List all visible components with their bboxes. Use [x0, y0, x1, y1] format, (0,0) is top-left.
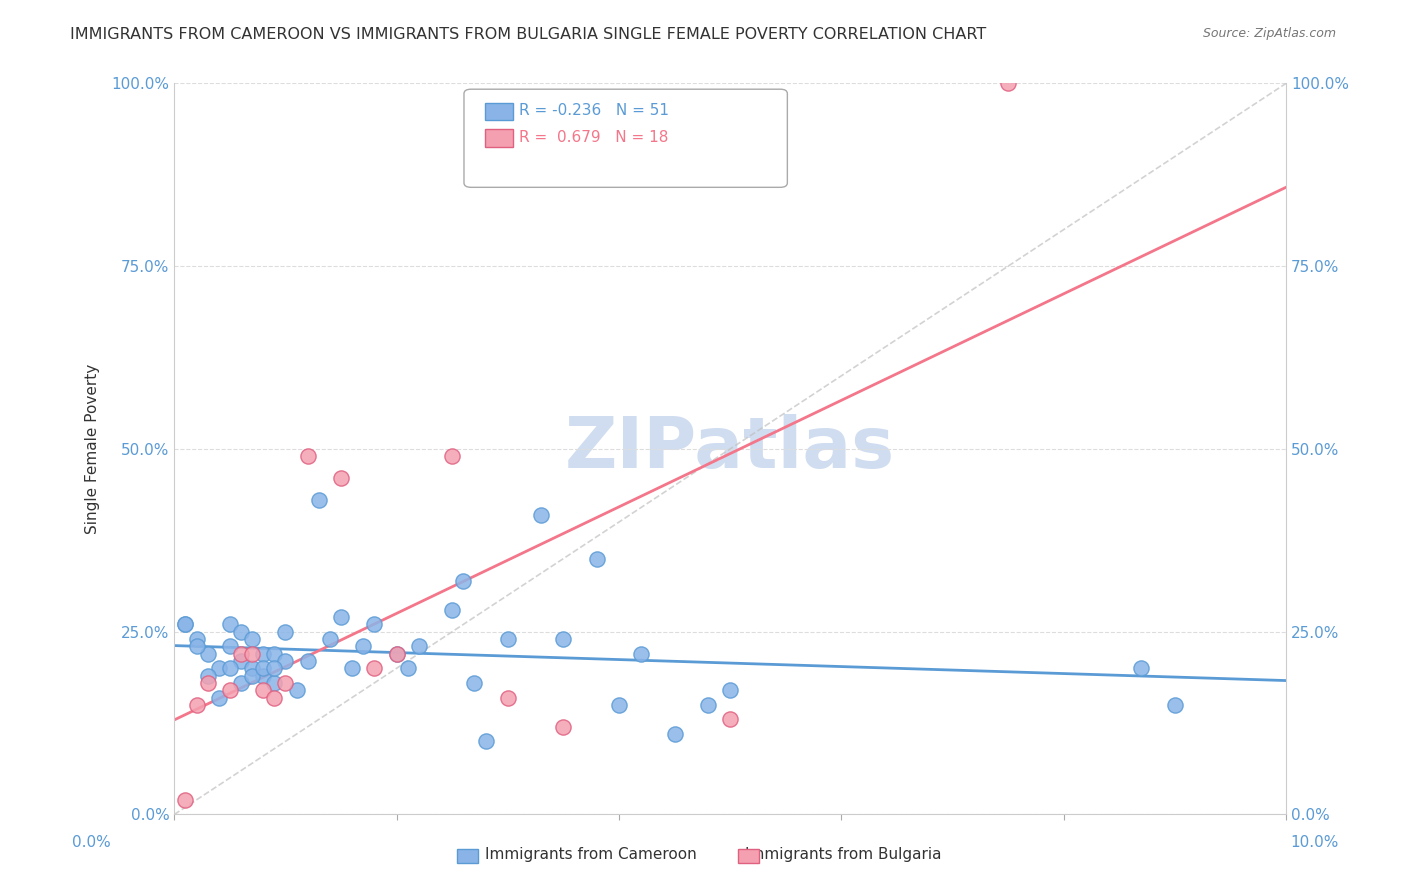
- Immigrants from Cameroon: [664, 727, 686, 741]
- Immigrants from Cameroon: [208, 661, 231, 675]
- Immigrants from Cameroon: [607, 698, 630, 712]
- Immigrants from Bulgaria: [385, 647, 408, 661]
- Immigrants from Cameroon: [240, 661, 263, 675]
- Immigrants from Cameroon: [174, 617, 197, 632]
- Immigrants from Cameroon: [396, 661, 419, 675]
- Immigrants from Cameroon: [363, 617, 385, 632]
- Immigrants from Bulgaria: [186, 698, 208, 712]
- Immigrants from Bulgaria: [174, 793, 197, 807]
- Immigrants from Bulgaria: [330, 471, 353, 485]
- Immigrants from Cameroon: [408, 640, 430, 654]
- Immigrants from Cameroon: [274, 654, 297, 668]
- Immigrants from Cameroon: [340, 661, 363, 675]
- Immigrants from Cameroon: [186, 640, 208, 654]
- Immigrants from Bulgaria: [553, 720, 575, 734]
- Immigrants from Cameroon: [1164, 698, 1187, 712]
- Immigrants from Bulgaria: [441, 450, 464, 464]
- Immigrants from Bulgaria: [496, 690, 519, 705]
- Immigrants from Bulgaria: [363, 661, 385, 675]
- Immigrants from Cameroon: [229, 676, 252, 690]
- Text: Source: ZipAtlas.com: Source: ZipAtlas.com: [1202, 27, 1336, 40]
- Immigrants from Cameroon: [530, 508, 553, 522]
- Immigrants from Cameroon: [285, 683, 308, 698]
- Immigrants from Cameroon: [441, 603, 464, 617]
- Immigrants from Bulgaria: [274, 676, 297, 690]
- Immigrants from Cameroon: [263, 647, 285, 661]
- Y-axis label: Single Female Poverty: Single Female Poverty: [86, 364, 100, 534]
- Text: R = -0.236   N = 51: R = -0.236 N = 51: [519, 103, 669, 118]
- Immigrants from Cameroon: [252, 647, 274, 661]
- Immigrants from Cameroon: [297, 654, 319, 668]
- Immigrants from Cameroon: [197, 668, 219, 682]
- Immigrants from Bulgaria: [997, 77, 1019, 91]
- Immigrants from Cameroon: [252, 668, 274, 682]
- Immigrants from Cameroon: [252, 661, 274, 675]
- Text: Immigrants from Bulgaria: Immigrants from Bulgaria: [745, 847, 942, 862]
- Immigrants from Bulgaria: [197, 676, 219, 690]
- Immigrants from Cameroon: [463, 676, 485, 690]
- Immigrants from Cameroon: [1130, 661, 1153, 675]
- Immigrants from Bulgaria: [263, 690, 285, 705]
- Immigrants from Bulgaria: [229, 647, 252, 661]
- Text: IMMIGRANTS FROM CAMEROON VS IMMIGRANTS FROM BULGARIA SINGLE FEMALE POVERTY CORRE: IMMIGRANTS FROM CAMEROON VS IMMIGRANTS F…: [70, 27, 987, 42]
- Immigrants from Cameroon: [263, 661, 285, 675]
- Immigrants from Cameroon: [240, 632, 263, 646]
- Immigrants from Cameroon: [218, 617, 240, 632]
- Immigrants from Cameroon: [630, 647, 652, 661]
- Immigrants from Bulgaria: [218, 683, 240, 698]
- Immigrants from Cameroon: [319, 632, 342, 646]
- Text: ZIPatlas: ZIPatlas: [565, 415, 896, 483]
- Immigrants from Cameroon: [385, 647, 408, 661]
- Immigrants from Cameroon: [218, 661, 240, 675]
- Immigrants from Cameroon: [308, 493, 330, 508]
- Immigrants from Cameroon: [274, 624, 297, 639]
- Immigrants from Bulgaria: [718, 713, 741, 727]
- Immigrants from Cameroon: [352, 640, 374, 654]
- Immigrants from Cameroon: [474, 734, 496, 748]
- Immigrants from Cameroon: [186, 632, 208, 646]
- Text: Immigrants from Cameroon: Immigrants from Cameroon: [485, 847, 696, 862]
- Immigrants from Cameroon: [240, 668, 263, 682]
- Immigrants from Cameroon: [229, 624, 252, 639]
- Immigrants from Cameroon: [197, 647, 219, 661]
- Immigrants from Cameroon: [229, 654, 252, 668]
- Immigrants from Cameroon: [718, 683, 741, 698]
- Immigrants from Bulgaria: [252, 683, 274, 698]
- Immigrants from Cameroon: [696, 698, 718, 712]
- Immigrants from Cameroon: [263, 676, 285, 690]
- Immigrants from Cameroon: [553, 632, 575, 646]
- Immigrants from Bulgaria: [240, 647, 263, 661]
- Immigrants from Cameroon: [330, 610, 353, 624]
- Text: 0.0%: 0.0%: [72, 836, 111, 850]
- Immigrants from Bulgaria: [297, 450, 319, 464]
- Immigrants from Cameroon: [453, 574, 475, 588]
- Text: R =  0.679   N = 18: R = 0.679 N = 18: [519, 130, 668, 145]
- Immigrants from Cameroon: [585, 551, 607, 566]
- Immigrants from Cameroon: [218, 640, 240, 654]
- Immigrants from Cameroon: [174, 617, 197, 632]
- Text: 10.0%: 10.0%: [1291, 836, 1339, 850]
- Immigrants from Cameroon: [208, 690, 231, 705]
- Immigrants from Cameroon: [496, 632, 519, 646]
